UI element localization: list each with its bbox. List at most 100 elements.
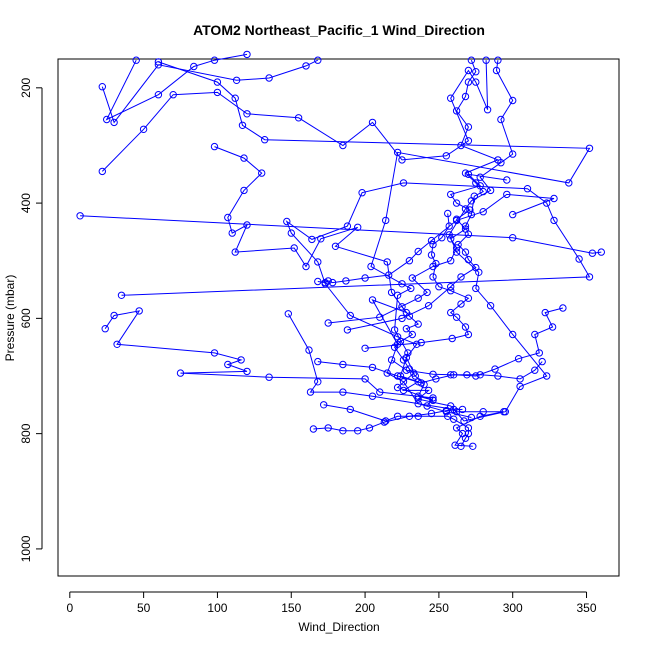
data-point [461, 169, 470, 177]
data-point [486, 302, 495, 310]
data-point [464, 137, 473, 145]
data-point [243, 110, 251, 118]
data-point [427, 409, 436, 418]
data-point [427, 236, 436, 245]
data-point [429, 394, 437, 402]
series-9 [284, 56, 551, 425]
data-point [417, 338, 425, 347]
data-point [482, 56, 490, 64]
data-point [548, 323, 557, 331]
data-point [154, 91, 163, 99]
series-6 [76, 212, 605, 257]
data-point [328, 278, 337, 287]
data-point [414, 294, 422, 302]
series-10 [314, 190, 558, 287]
data-point [486, 186, 495, 195]
data-point [405, 312, 414, 320]
data-point [472, 284, 480, 293]
data-point [414, 247, 422, 256]
data-point [213, 88, 222, 97]
data-point [224, 360, 232, 369]
data-point [444, 209, 452, 218]
data-point [467, 56, 476, 64]
data-point [469, 442, 477, 450]
data-point [514, 355, 523, 363]
data-point [497, 115, 505, 124]
data-point [302, 262, 310, 271]
series-line [121, 182, 591, 401]
data-point [457, 141, 465, 150]
data-point [423, 288, 431, 297]
data-point [457, 442, 465, 450]
data-point [405, 365, 414, 373]
data-point [429, 273, 437, 281]
data-point [447, 257, 455, 265]
data-point [429, 370, 437, 378]
data-point [411, 372, 419, 380]
x-tick-label: 250 [429, 601, 449, 615]
data-point [494, 56, 502, 64]
data-point [494, 372, 502, 380]
data-point [393, 383, 402, 392]
data-point [243, 367, 251, 376]
data-point [464, 255, 473, 264]
x-tick-label: 350 [577, 601, 597, 615]
series-13 [314, 304, 567, 387]
data-point [424, 386, 433, 395]
data-point [110, 311, 118, 320]
data-point [463, 371, 471, 379]
data-point [509, 96, 517, 105]
data-point [290, 244, 298, 252]
data-point [452, 244, 461, 252]
data-point [265, 373, 273, 381]
data-point [324, 277, 332, 285]
data-point [472, 78, 480, 86]
data-point [231, 248, 239, 256]
data-point [76, 212, 84, 220]
data-point [283, 217, 291, 226]
plot-frame [57, 58, 620, 577]
series-line [104, 310, 434, 407]
data-point [368, 392, 377, 400]
data-point [339, 360, 347, 369]
data-point [393, 148, 402, 157]
data-point [516, 382, 524, 391]
data-point [438, 234, 446, 242]
series-8 [101, 307, 437, 410]
data-point [387, 288, 396, 297]
data-point [447, 190, 455, 199]
data-point [543, 372, 551, 380]
data-point [541, 308, 549, 317]
data-point [447, 287, 455, 295]
data-point [398, 303, 406, 311]
data-point [339, 427, 347, 435]
data-point [550, 194, 558, 203]
data-point [538, 357, 546, 366]
data-point [361, 344, 369, 352]
data-point [368, 363, 377, 372]
data-point [476, 371, 484, 379]
data-point [597, 248, 605, 256]
series-3 [98, 56, 492, 176]
data-point [476, 173, 484, 181]
series-line [80, 215, 602, 254]
data-point [390, 326, 399, 334]
data-point [98, 83, 107, 91]
data-point [472, 263, 480, 272]
data-point [442, 406, 450, 415]
series-line [313, 408, 463, 432]
data-point [393, 372, 402, 380]
data-point [470, 192, 478, 200]
data-point [237, 356, 245, 364]
data-point [454, 240, 462, 249]
series-16 [309, 405, 467, 435]
data-point [464, 230, 473, 238]
data-point [339, 141, 347, 150]
y-tick-label: 400 [19, 193, 33, 213]
series-7 [117, 179, 594, 404]
data-point [531, 330, 539, 339]
data-point [442, 152, 450, 160]
series-line [391, 359, 543, 380]
data-point [523, 185, 532, 193]
series-1 [103, 50, 251, 124]
